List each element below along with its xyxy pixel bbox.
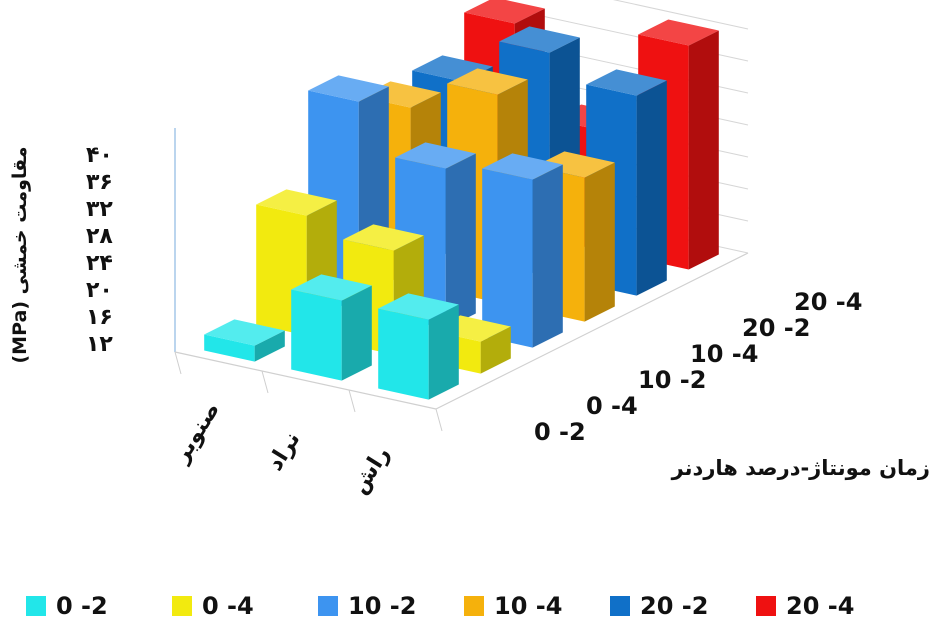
bar [204, 319, 285, 362]
legend-swatch [610, 596, 630, 616]
legend-label: 0 -4 [202, 592, 254, 620]
depth-axis-line [435, 252, 749, 410]
bar-top [395, 142, 476, 169]
category-tick [348, 389, 356, 413]
bar-top [204, 319, 285, 346]
bar-front [482, 168, 533, 348]
legend-swatch [318, 596, 338, 616]
series-depth-label: 0 -4 [586, 392, 638, 420]
bar-top [464, 0, 545, 24]
bar-top [308, 75, 389, 102]
legend-swatch [464, 596, 484, 616]
legend-item: 20 -4 [756, 592, 854, 620]
bar-top [482, 153, 563, 180]
legend-swatch [26, 596, 46, 616]
legend-label: 0 -2 [56, 592, 108, 620]
legend-swatch [172, 596, 192, 616]
legend-label: 20 -2 [640, 592, 709, 620]
bar-side [254, 330, 285, 362]
y-tick-label: ۲۸ [86, 224, 113, 249]
legend-label: 10 -2 [348, 592, 417, 620]
legend-item: 20 -2 [610, 592, 708, 620]
y-axis-title-text: مقاومت خمشی (MPa) [9, 146, 31, 364]
legend-item: 0 -4 [172, 592, 254, 620]
series-depth-label: 20 -2 [742, 314, 811, 342]
bar-front [291, 289, 342, 381]
bar-top [638, 19, 719, 46]
bar-top [291, 274, 372, 301]
bars [204, 0, 719, 400]
bar-top [499, 26, 580, 53]
bar [291, 274, 372, 381]
category-tick [261, 370, 269, 394]
bar-side [636, 80, 667, 296]
y-axis-title: مقاومت خمشی (MPa) [0, 90, 40, 420]
y-tick-label: ۱۲ [86, 332, 113, 357]
legend-item: 10 -2 [318, 592, 416, 620]
y-tick-label: ۲۴ [86, 251, 113, 276]
legend-label: 20 -4 [786, 592, 855, 620]
bar-side [480, 326, 511, 374]
category-tick [435, 408, 443, 432]
legend-item: 10 -4 [464, 592, 562, 620]
bar-top [586, 69, 667, 96]
y-tick-label: ۳۶ [86, 170, 113, 195]
legend-label: 10 -4 [494, 592, 563, 620]
bar-side [532, 164, 563, 348]
y-tick-label: ۱۶ [86, 305, 113, 330]
bar-side [445, 153, 476, 329]
legend-swatch [756, 596, 776, 616]
legend: 0 -2 0 -4 10 -2 10 -4 20 -2 20 -4 [0, 592, 950, 620]
x-axis-title: زمان مونتاژ-درصد هاردنر [671, 456, 930, 480]
legend-item: 0 -2 [26, 592, 108, 620]
bar-front [204, 334, 255, 362]
series-depth-label: 10 -2 [638, 366, 707, 394]
bar-front [378, 308, 429, 400]
bar-side [688, 30, 719, 270]
y-tick-label: ۳۲ [86, 197, 113, 222]
bar-top [534, 151, 615, 178]
series-depth-label: 0 -2 [534, 418, 586, 446]
bar-top [378, 293, 459, 320]
y-tick-label: ۴۰ [86, 143, 113, 168]
x-axis-line [174, 351, 437, 410]
bar-top [447, 68, 528, 95]
bar-side [341, 285, 372, 381]
gridline [612, 0, 749, 30]
bar-side [584, 162, 615, 322]
bar-side [428, 304, 459, 400]
bar [482, 153, 563, 348]
category-tick [174, 351, 182, 375]
bar-top [343, 224, 424, 251]
series-depth-label: 10 -4 [690, 340, 759, 368]
bar [378, 293, 459, 400]
series-depth-label: 20 -4 [794, 288, 863, 316]
y-tick-label: ۲۰ [86, 278, 113, 303]
bar-top [256, 189, 337, 216]
